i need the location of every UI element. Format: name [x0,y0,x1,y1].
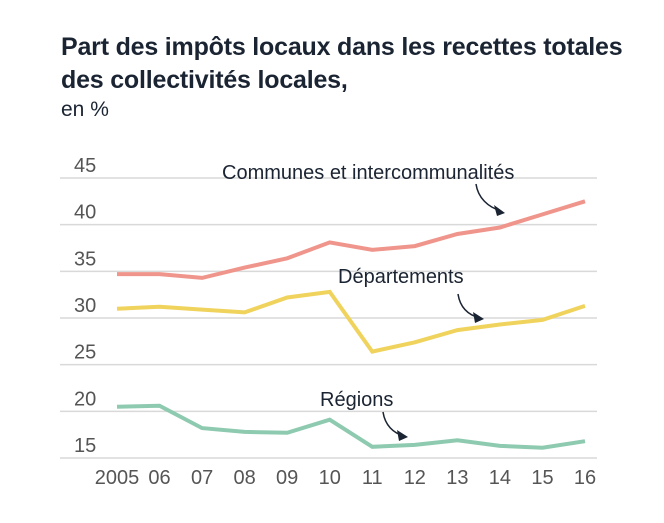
x-tick-label: 08 [234,467,256,489]
annotation-regions: Régions [320,389,393,411]
x-tick-label: 2005 [95,467,140,489]
y-tick-label: 20 [74,388,96,410]
series-line-communes [117,199,586,280]
y-tick-label: 15 [74,435,96,457]
annotation-communes: Communes et intercommunalités [222,162,514,184]
x-tick-label: 15 [531,467,553,489]
annotation-departements: Départements [338,266,464,288]
arrowhead-communes [494,205,505,216]
series-lines [116,199,586,450]
y-tick-label: 45 [74,155,96,177]
annotation-arrow-regions [382,411,405,437]
x-tick-label: 09 [276,467,298,489]
arrowhead-regions [397,430,408,441]
x-tick-label: 12 [404,467,426,489]
x-tick-label: 11 [362,467,383,489]
series-line-regions [116,403,586,450]
arrowhead-departements [473,312,484,323]
x-tick-label: 10 [319,467,341,489]
x-axis-ticks: 2005 06 07 08 09 10 11 12 13 14 15 16 [95,467,596,489]
annotation-arrow-communes [475,183,502,212]
y-tick-label: 30 [74,295,96,317]
x-tick-label: 16 [574,467,596,489]
chart-subtitle: en % [61,98,109,121]
y-axis-ticks: 45 40 35 30 25 20 15 [74,155,96,457]
chart-title: Part des impôts locaux dans les recettes… [61,33,623,94]
x-tick-label: 13 [446,467,468,489]
y-tick-label: 35 [74,248,96,270]
x-tick-label: 07 [191,467,213,489]
x-tick-label: 14 [489,467,511,489]
y-tick-label: 25 [74,342,96,364]
gridlines [60,177,597,459]
x-tick-label: 06 [148,467,170,489]
y-tick-label: 40 [74,202,96,224]
series-line-departements [116,289,586,354]
annotations: Communes et intercommunalités Départemen… [222,162,514,441]
